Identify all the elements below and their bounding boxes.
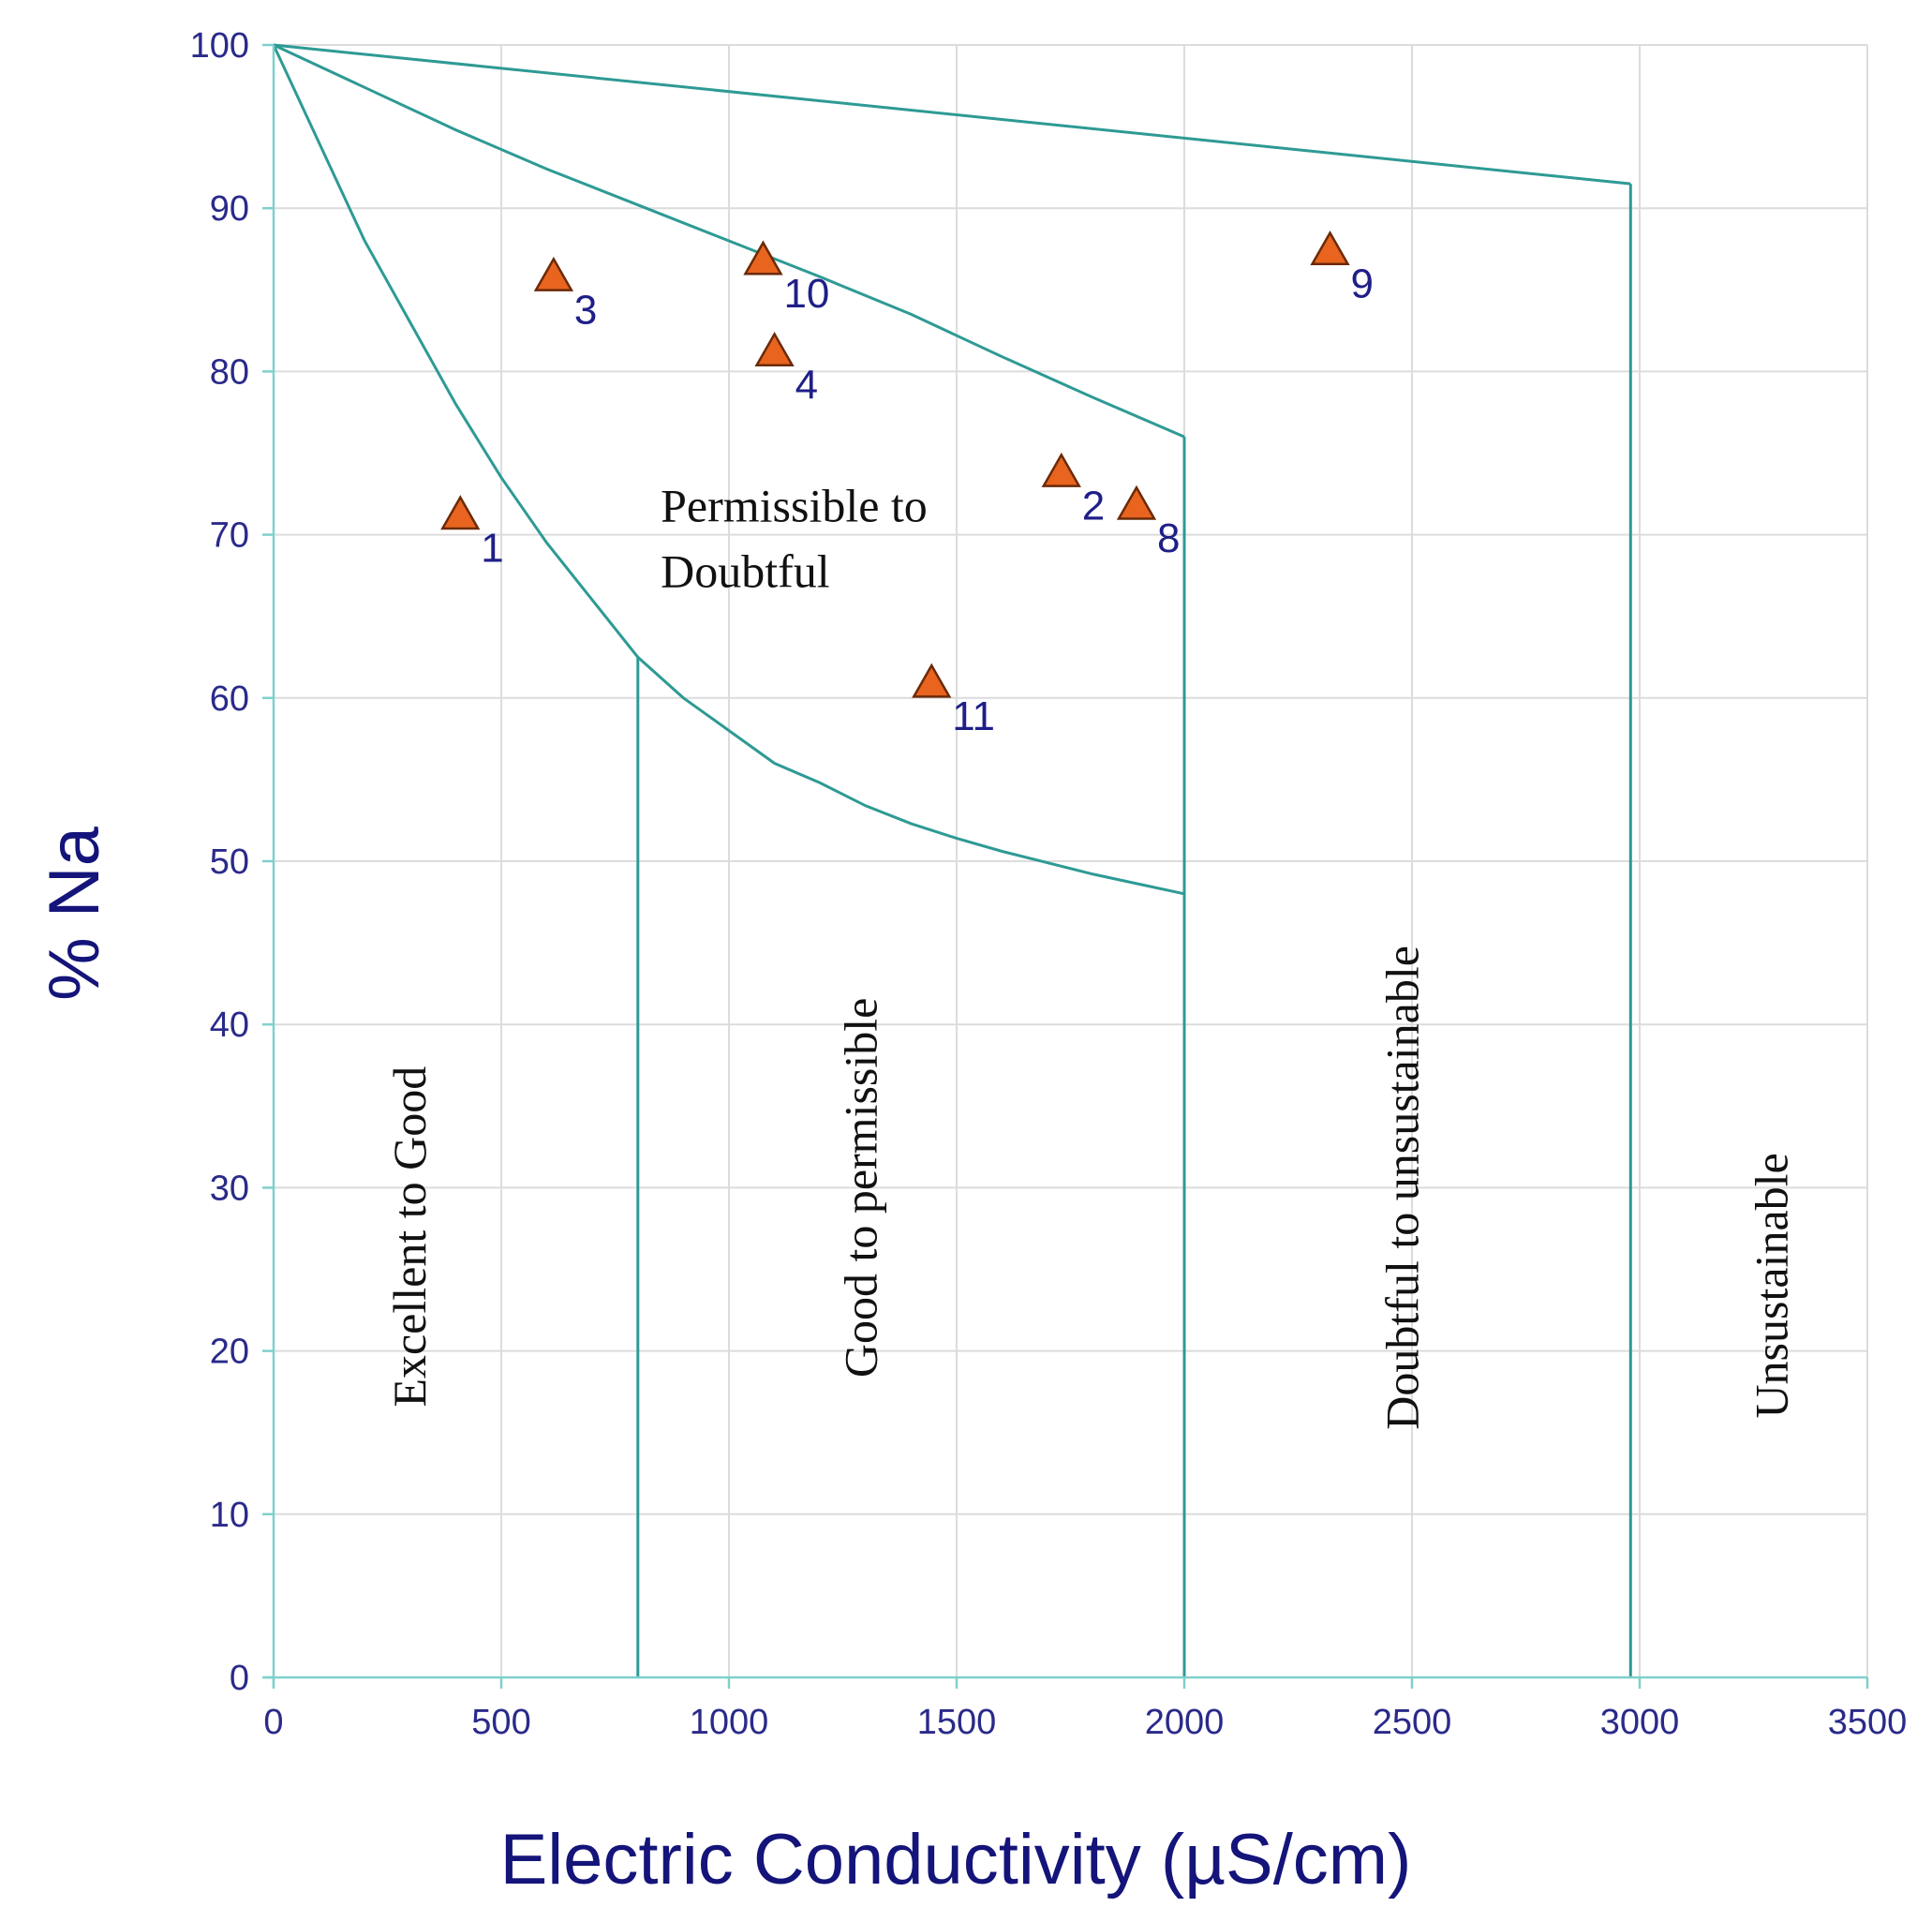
y-tick-label-60: 60 [210,679,249,719]
point-label-11: 11 [952,693,995,739]
x-tick-label-2000: 2000 [1145,1703,1225,1742]
zone-label-4: Unsustainable [1745,1153,1797,1418]
y-tick-label-100: 100 [190,26,249,66]
x-tick-label-1500: 1500 [917,1703,997,1742]
point-marker-9 [1310,230,1350,265]
y-tick-label-90: 90 [210,189,249,229]
classification-boundaries [272,43,1632,1677]
x-tick-label-2500: 2500 [1373,1703,1452,1742]
y-tick-label-0: 0 [230,1659,249,1698]
point-label-9: 9 [1351,261,1374,306]
x-tick-label-0: 0 [263,1703,283,1742]
y-tick-label-10: 10 [210,1496,249,1535]
zone-label-5: Permissible to [661,480,928,532]
x-tick-label-1000: 1000 [690,1703,769,1742]
y-tick-label-50: 50 [210,842,249,882]
zone-label-3: Doubtful to unsustainable [1376,946,1429,1430]
point-label-2: 2 [1082,483,1105,529]
zone-label-1: Excellent to Good [383,1066,436,1408]
zone-labels: Excellent to Good Good to permissible Doub… [383,480,1797,1430]
x-tick-label-500: 500 [471,1703,530,1742]
data-points: 1 3 10 4 2 8 11 9 [440,230,1374,739]
boundary-line-1 [272,44,1185,896]
point-marker-4 [754,331,795,366]
y-tick-label-70: 70 [210,516,249,556]
x-axis-title: Electric Conductivity (µS/cm) [500,1820,1412,1900]
point-marker-3 [533,256,574,291]
x-tick-label-3000: 3000 [1600,1703,1680,1742]
point-label-3: 3 [574,287,597,333]
y-tick-label-80: 80 [210,352,249,392]
x-tick-label-3500: 3500 [1828,1703,1908,1742]
point-marker-1 [440,495,481,530]
point-label-4: 4 [795,362,818,408]
point-label-8: 8 [1157,515,1180,561]
zone-label-2: Good to permissible [834,998,886,1378]
point-marker-11 [912,663,952,698]
y-axis-title: % Na [35,826,114,1001]
point-label-1: 1 [481,526,503,572]
point-marker-10 [743,240,783,276]
y-tick-label-20: 20 [210,1333,249,1372]
y-tick-label-30: 30 [210,1169,249,1208]
boundary-line-3 [273,43,1631,186]
boundary-line-2 [273,43,1185,439]
point-marker-8 [1116,484,1157,520]
zone-label-6: Doubtful [661,544,830,597]
point-label-10: 10 [783,271,829,317]
y-tick-label-40: 40 [210,1006,249,1045]
point-marker-2 [1041,452,1081,487]
